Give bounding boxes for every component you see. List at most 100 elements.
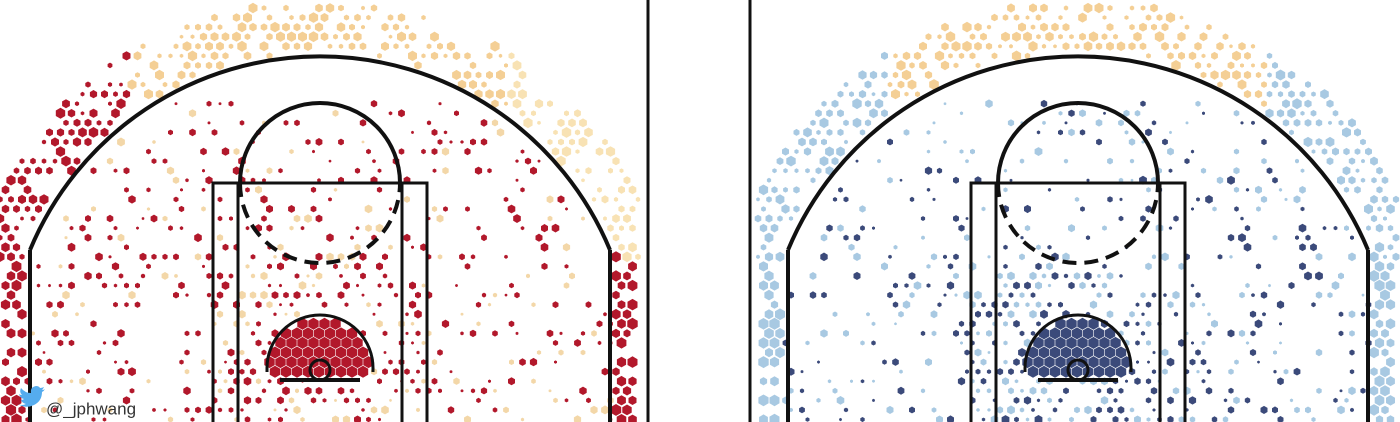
hexbin xyxy=(343,32,350,41)
hexbin xyxy=(183,61,191,70)
hexbin xyxy=(308,317,319,330)
hexbin xyxy=(155,69,164,81)
hexbin xyxy=(355,397,360,404)
hexbin xyxy=(280,365,292,378)
hexbin xyxy=(1374,375,1385,387)
hexbin xyxy=(1273,350,1277,355)
hexbin xyxy=(1060,327,1072,340)
hexbin xyxy=(940,60,950,71)
hexbin xyxy=(1212,206,1217,212)
hexbin xyxy=(293,291,301,300)
hexbin xyxy=(314,22,324,32)
hexbin xyxy=(622,386,632,396)
hexbin xyxy=(575,149,580,154)
hexbin xyxy=(267,379,272,384)
hexbin xyxy=(431,359,438,366)
hexbin xyxy=(492,292,498,298)
hexbin xyxy=(195,406,201,414)
hexbin xyxy=(1370,214,1378,223)
hexbin xyxy=(902,51,911,61)
hexbin xyxy=(410,321,415,326)
hexbin xyxy=(211,13,218,22)
hexbin xyxy=(1189,358,1196,366)
hexbin xyxy=(1008,292,1014,298)
hexbin xyxy=(924,70,933,80)
hexbin xyxy=(1238,42,1246,51)
hexbin xyxy=(793,186,800,194)
hexbin xyxy=(1207,312,1211,317)
hexbin xyxy=(266,167,273,175)
hexbin xyxy=(775,308,785,321)
hexbin xyxy=(255,396,262,404)
hexbin xyxy=(1036,34,1041,40)
hexbin xyxy=(421,378,426,384)
hexbin xyxy=(1095,119,1103,127)
hexbin xyxy=(342,415,351,422)
hexbin xyxy=(1140,330,1146,336)
hexbin xyxy=(1001,415,1010,422)
hexbin xyxy=(117,233,125,242)
hexbin xyxy=(17,347,27,358)
hexbin xyxy=(1047,244,1052,250)
hexbin xyxy=(370,100,378,108)
hexbin xyxy=(913,51,922,60)
hexbin xyxy=(320,32,329,42)
hexbin xyxy=(273,254,277,259)
hexbin xyxy=(188,109,197,118)
hexbin xyxy=(1078,12,1087,23)
hexbin xyxy=(1288,90,1295,98)
hexbin xyxy=(269,365,281,378)
hexbin xyxy=(1261,158,1267,165)
hexbin xyxy=(481,234,487,242)
hexbin xyxy=(535,233,543,242)
hexbin xyxy=(765,347,773,358)
hexbin xyxy=(1129,24,1135,31)
hexbin xyxy=(628,261,637,272)
hexbin xyxy=(216,291,224,299)
hexbin xyxy=(803,127,812,138)
hexbin xyxy=(872,398,875,402)
hexbin xyxy=(1260,291,1268,299)
hexbin xyxy=(227,387,235,395)
hexbin xyxy=(821,100,827,107)
hexbin xyxy=(783,187,788,193)
hexbin xyxy=(1300,168,1305,173)
hexbin xyxy=(513,80,521,89)
hexbin xyxy=(1257,360,1260,364)
hexbin xyxy=(1152,408,1156,412)
hexbin xyxy=(612,367,620,376)
hexbin xyxy=(39,194,49,205)
hexbin xyxy=(1080,206,1085,212)
hexbin xyxy=(1265,108,1274,118)
hexbin xyxy=(144,89,153,100)
hexbin xyxy=(1040,3,1048,13)
hexbin xyxy=(1128,42,1136,51)
hexbin xyxy=(769,413,780,422)
hexbin xyxy=(86,389,90,393)
hexbin xyxy=(410,378,415,384)
hexbin xyxy=(987,255,991,259)
hexbin xyxy=(415,291,421,299)
hexbin xyxy=(2,358,9,367)
hexbin xyxy=(618,205,625,213)
hexbin xyxy=(277,396,284,405)
hexbin xyxy=(328,197,332,202)
hexbin xyxy=(1343,147,1350,156)
hexbin xyxy=(1049,327,1061,340)
hexbin xyxy=(1038,365,1050,378)
hexbin xyxy=(1173,215,1179,222)
hexbin xyxy=(1332,110,1339,117)
hexbin xyxy=(58,378,63,384)
hexbin xyxy=(1304,99,1312,108)
hexbin xyxy=(146,207,151,211)
hexbin xyxy=(1206,330,1212,337)
hexbin xyxy=(1134,110,1141,117)
hexbin xyxy=(573,415,582,422)
hexbin xyxy=(194,233,202,243)
hexbin xyxy=(1348,118,1356,128)
hexbin xyxy=(1024,204,1031,214)
hexbin xyxy=(223,379,228,384)
hexbin xyxy=(1013,301,1020,308)
hexbin xyxy=(1034,147,1043,156)
hexbin xyxy=(1227,234,1235,242)
